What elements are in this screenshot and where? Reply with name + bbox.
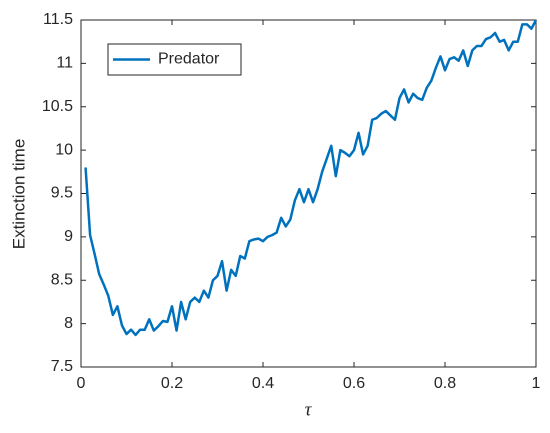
y-tick-label: 9 [64,228,73,245]
y-tick-label: 8 [64,315,73,332]
y-tick-label: 9.5 [51,185,73,202]
y-axis-label: Extinction time [9,139,28,250]
y-tick-label: 11 [56,55,73,72]
y-tick-label: 11.5 [43,11,73,28]
plot-frame [80,19,537,368]
y-tick-label: 10.5 [42,98,73,115]
y-tick-label: 7.5 [51,358,73,375]
x-axis-label: τ [305,399,313,420]
x-tick-label: 0 [77,375,86,392]
legend-box [107,43,242,76]
data-line [84,19,538,337]
legend-label: Predator [158,51,220,68]
y-tick-label: 10 [55,141,73,158]
x-tick-label: 0.8 [434,375,456,392]
x-tick-label: 0.6 [343,375,365,392]
y-tick-label: 8.5 [51,271,73,288]
x-tick-label: 0.4 [252,375,274,392]
x-tick-label: 0.2 [161,375,183,392]
x-tick-label: 1 [532,375,541,392]
